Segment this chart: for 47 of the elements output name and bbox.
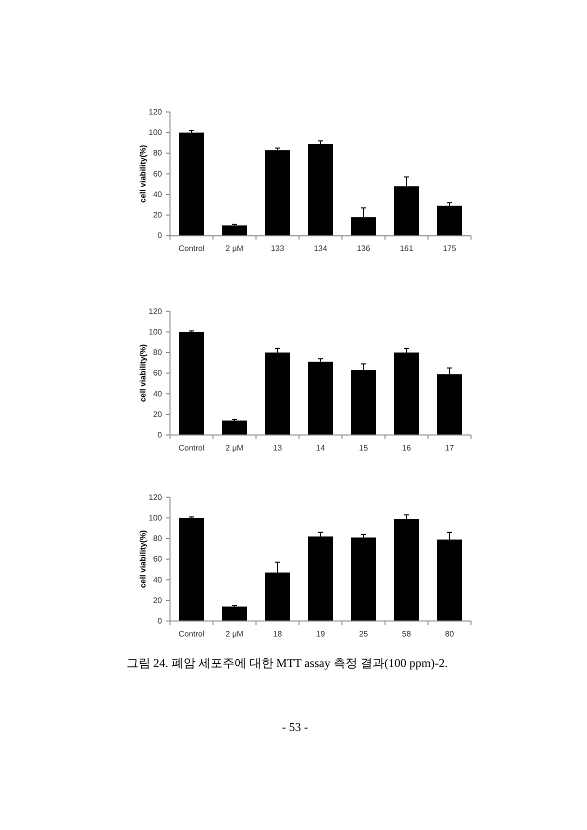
- y-tick-label: 0: [158, 616, 163, 626]
- y-tick-label: 40: [153, 575, 163, 584]
- x-tick-label: 17: [445, 444, 454, 452]
- x-tick-label: 14: [316, 444, 326, 452]
- x-tick-label: 161: [400, 244, 414, 254]
- x-tick-label: 2 μM: [226, 244, 244, 254]
- y-axis-title: cell viability(%): [138, 144, 148, 203]
- x-tick-label: Control: [178, 444, 205, 452]
- y-tick-label: 100: [148, 327, 163, 336]
- x-tick-label: 133: [270, 244, 285, 254]
- x-tick-label: Control: [178, 630, 205, 638]
- x-tick-label: 136: [356, 244, 371, 254]
- x-tick-label: 18: [273, 630, 282, 638]
- y-tick-label: 80: [153, 148, 163, 158]
- y-tick-label: 60: [153, 554, 163, 564]
- y-tick-label: 60: [153, 169, 163, 178]
- x-tick-label: 15: [359, 444, 368, 452]
- y-tick-label: 80: [153, 534, 163, 544]
- y-tick-label: 20: [153, 410, 163, 419]
- x-tick-label: Control: [178, 244, 205, 254]
- text: - 53 -: [282, 720, 308, 734]
- x-tick-label: 2 μM: [226, 444, 244, 452]
- y-tick-label: 100: [148, 513, 163, 522]
- y-tick-label: 120: [148, 492, 163, 502]
- y-tick-label: 40: [153, 389, 163, 398]
- caption: 그림 24. 폐암 세포주에 대한 MTT assay 측정 결과(100 ppm)-2.: [126, 656, 448, 670]
- y-axis-title: cell viability(%): [138, 530, 148, 588]
- y-tick-label: 0: [158, 231, 163, 240]
- x-tick-label: 13: [273, 444, 282, 452]
- x-tick-label: 134: [314, 244, 328, 254]
- y-tick-label: 60: [153, 368, 163, 378]
- x-tick-label: 25: [359, 630, 368, 638]
- x-tick-label: 80: [445, 630, 454, 638]
- x-tick-label: 58: [402, 630, 412, 638]
- x-tick-label: 2 μM: [226, 630, 244, 638]
- y-tick-label: 20: [153, 596, 163, 605]
- y-tick-label: 120: [148, 306, 163, 316]
- x-tick-label: 16: [402, 444, 412, 452]
- y-tick-label: 20: [153, 210, 163, 220]
- y-tick-label: 120: [148, 108, 163, 116]
- y-tick-label: 0: [158, 430, 163, 440]
- x-tick-label: 175: [442, 244, 457, 254]
- x-tick-label: 19: [316, 630, 326, 638]
- y-tick-label: 80: [153, 348, 163, 358]
- y-axis-title: cell viability(%): [138, 344, 148, 402]
- y-tick-label: 100: [148, 128, 163, 138]
- y-tick-label: 40: [153, 190, 163, 199]
